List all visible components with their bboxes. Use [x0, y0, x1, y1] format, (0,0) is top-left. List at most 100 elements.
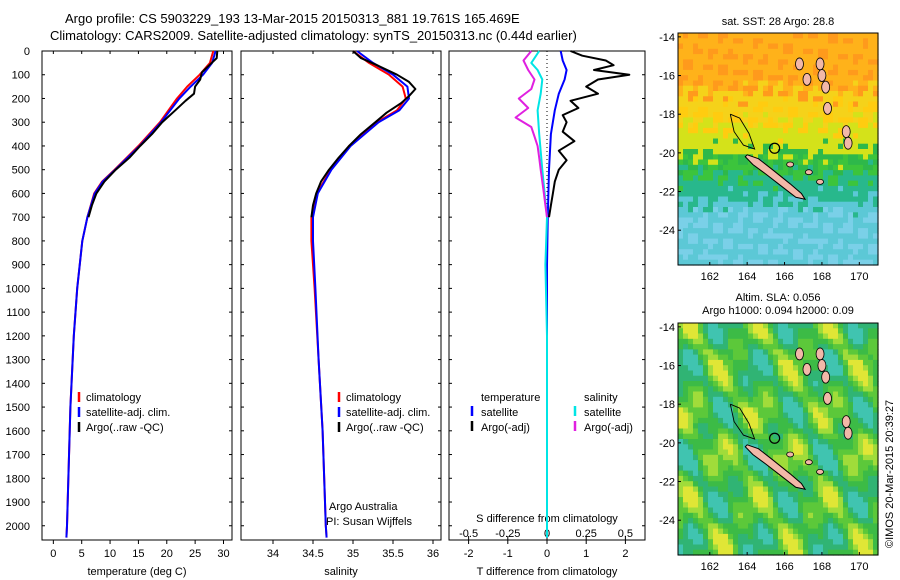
map-cell: [793, 391, 799, 398]
map-cell: [868, 323, 874, 329]
map-cell: [863, 491, 869, 498]
map-cell: [718, 338, 724, 345]
map-cell: [753, 75, 759, 82]
map-cell: [723, 101, 729, 108]
map-cell: [803, 191, 809, 198]
map-cell: [868, 349, 874, 356]
map-cell: [863, 96, 869, 103]
map-cell: [803, 502, 809, 509]
map-cell: [698, 101, 704, 108]
map-cell: [768, 243, 774, 250]
map-cell: [743, 212, 749, 219]
map-cell: [863, 238, 869, 245]
map-cell: [678, 449, 684, 456]
map-cell: [853, 375, 859, 382]
map-cell: [818, 370, 824, 377]
map-cell: [838, 370, 844, 377]
map-cell: [788, 33, 794, 39]
map-cell: [753, 212, 759, 219]
map-cell: [678, 91, 684, 97]
map-cell: [728, 391, 734, 398]
map-cell: [753, 217, 759, 224]
map-cell: [803, 106, 809, 113]
map-cell: [688, 233, 694, 240]
map-cell: [703, 481, 709, 488]
lon-tick-label: 166: [775, 271, 793, 283]
map-cell: [748, 349, 754, 356]
map-cell: [708, 344, 714, 350]
map-cell: [713, 444, 719, 451]
map-cell: [778, 217, 784, 224]
map-cell: [713, 185, 719, 192]
map-cell: [843, 212, 849, 219]
map-cell: [738, 423, 744, 430]
map-cell: [683, 391, 689, 398]
map-cell: [753, 259, 759, 266]
map-cell: [698, 212, 704, 219]
map-cell: [763, 439, 769, 445]
map-cell: [718, 259, 724, 266]
map-cell: [708, 201, 714, 208]
map-cell: [743, 243, 749, 250]
map-cell: [698, 402, 704, 408]
map-cell: [738, 159, 744, 166]
map-cell: [763, 122, 769, 129]
map-cell: [743, 96, 749, 103]
map-cell: [733, 491, 739, 498]
map-cell: [718, 391, 724, 398]
map-cell: [863, 212, 869, 219]
map-cell: [843, 491, 849, 498]
map-cell: [803, 64, 809, 71]
map-cell: [738, 359, 744, 366]
map-cell: [718, 544, 724, 551]
map-cell: [828, 449, 834, 456]
map-cell: [758, 444, 764, 451]
map-cell: [688, 122, 694, 129]
map-cell: [858, 133, 864, 140]
map-cell: [758, 101, 764, 108]
map-cell: [763, 323, 769, 329]
map-cell: [713, 96, 719, 103]
map-cell: [843, 96, 849, 103]
map-cell: [703, 43, 709, 50]
map-cell: [868, 196, 874, 203]
map-cell: [733, 365, 739, 372]
map-cell: [698, 539, 704, 546]
lat-tick-label: -24: [659, 225, 675, 237]
map-cell: [718, 91, 724, 97]
map-cell: [708, 417, 714, 424]
map-cell: [693, 439, 699, 445]
map-cell: [743, 507, 749, 514]
map-cell: [728, 354, 734, 361]
map-cell: [698, 338, 704, 345]
map-cell: [758, 375, 764, 382]
map-cell: [758, 238, 764, 245]
map-cell: [708, 159, 714, 166]
map-cell: [798, 228, 804, 234]
map-cell: [858, 127, 864, 134]
map-cell: [798, 143, 804, 150]
map-cell: [848, 407, 854, 414]
map-cell: [803, 101, 809, 108]
map-cell: [833, 75, 839, 82]
map-cell: [828, 96, 834, 103]
map-cell: [863, 228, 869, 234]
map-cell: [793, 344, 799, 350]
map-cell: [803, 127, 809, 134]
map-cell: [833, 428, 839, 435]
map-cell: [733, 222, 739, 229]
map-cell: [698, 254, 704, 261]
map-cell: [828, 249, 834, 256]
vanuatu-island: [841, 415, 851, 429]
map-cell: [763, 159, 769, 166]
map-cell: [768, 122, 774, 129]
map-cell: [783, 91, 789, 97]
map-cell: [828, 375, 834, 382]
map-cell: [873, 338, 879, 345]
map-cell: [748, 359, 754, 366]
map-cell: [743, 512, 749, 519]
map-cell: [843, 112, 849, 118]
map-cell: [728, 412, 734, 419]
map-cell: [818, 222, 824, 229]
map-cell: [758, 38, 764, 45]
